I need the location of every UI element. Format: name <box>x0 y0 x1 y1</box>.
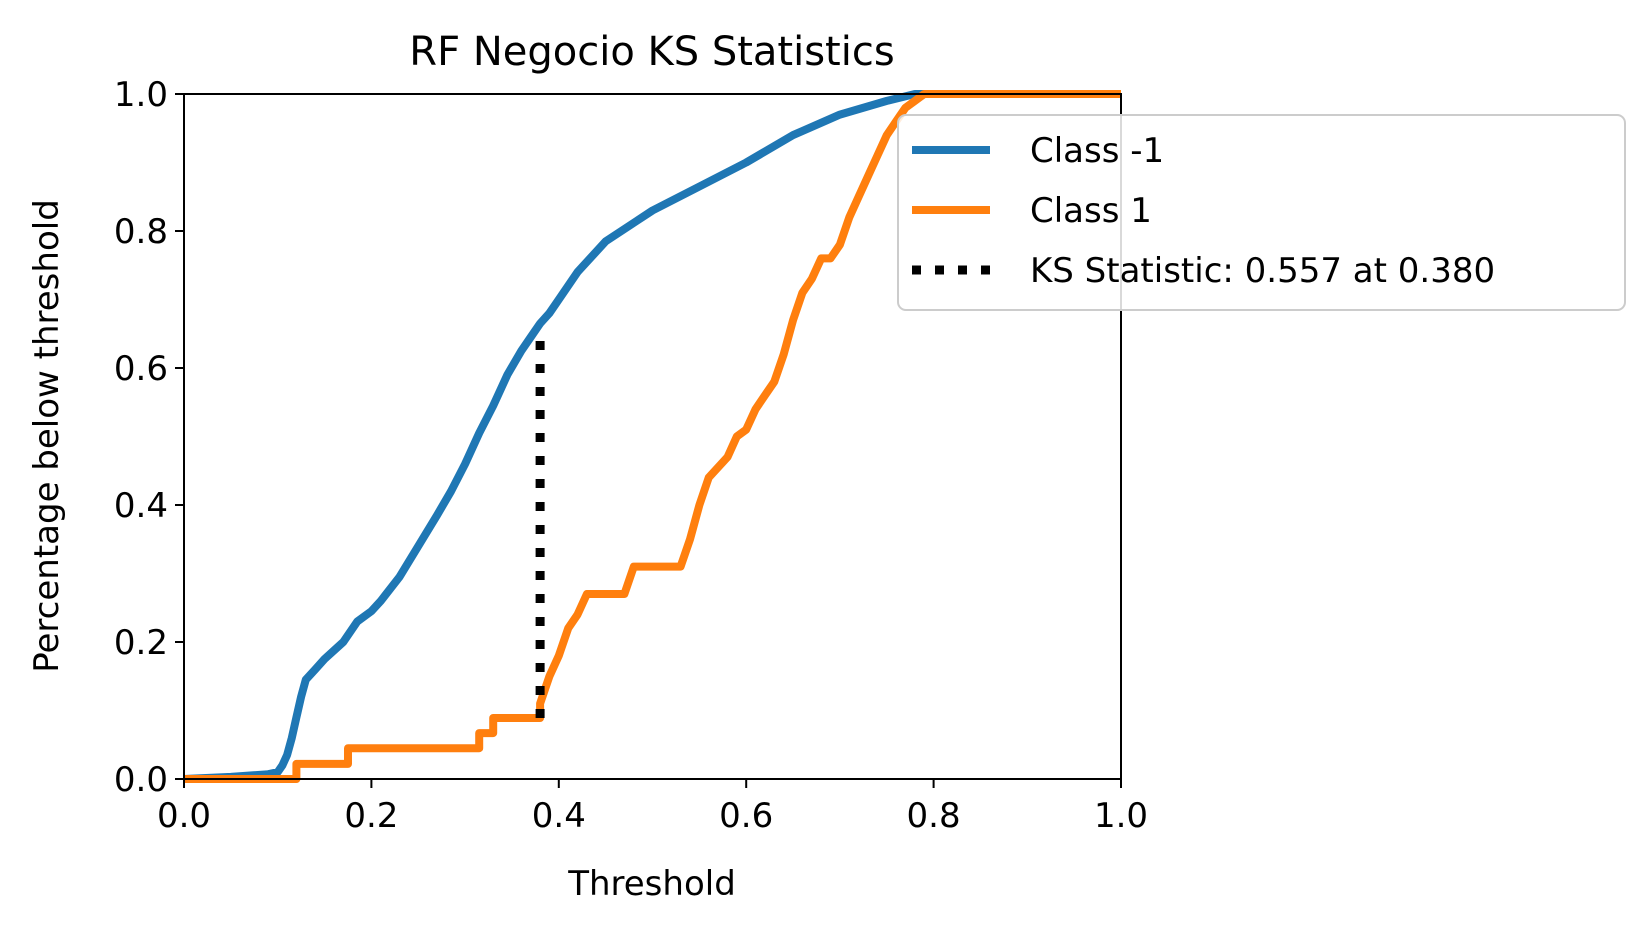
y-tick-label: 0.2 <box>114 623 168 663</box>
x-axis-label: Threshold <box>567 864 736 904</box>
axes-frame <box>183 93 1122 780</box>
legend: Class -1 Class 1 KS Statistic: 0.557 at 0.… <box>897 114 1626 311</box>
x-tick-label: 0.0 <box>157 796 211 836</box>
series-line-1 <box>184 90 1121 783</box>
y-tick-label: 0.0 <box>114 760 168 800</box>
y-tick-label: 0.8 <box>114 212 168 252</box>
x-tick-label: 1.0 <box>1094 796 1148 836</box>
legend-label-1: Class 1 <box>1030 191 1152 231</box>
y-tick-label: 0.6 <box>114 349 168 389</box>
legend-label-0: Class -1 <box>1030 131 1164 171</box>
ticks-layer: 0.0 0.2 0.4 0.6 0.8 1.0 0.0 0.2 0.4 0.6 0.8 1.0 <box>114 75 1148 836</box>
legend-frame <box>897 114 1626 311</box>
chart-title: RF Negocio KS Statistics <box>409 29 894 75</box>
legend-label-2: KS Statistic: 0.557 at 0.380 <box>1030 251 1495 291</box>
y-axis-label: Percentage below threshold <box>27 199 67 673</box>
legend-items: Class -1 Class 1 KS Statistic: 0.557 at 0.… <box>912 131 1495 291</box>
x-tick-label: 0.6 <box>719 796 773 836</box>
x-tick-label: 0.2 <box>344 796 398 836</box>
y-tick-label: 0.4 <box>114 486 168 526</box>
y-tick-label: 1.0 <box>114 75 168 115</box>
series-line-0 <box>183 90 1121 783</box>
x-tick-label: 0.8 <box>907 796 961 836</box>
series-layer <box>183 90 1121 783</box>
x-tick-label: 0.4 <box>532 796 586 836</box>
